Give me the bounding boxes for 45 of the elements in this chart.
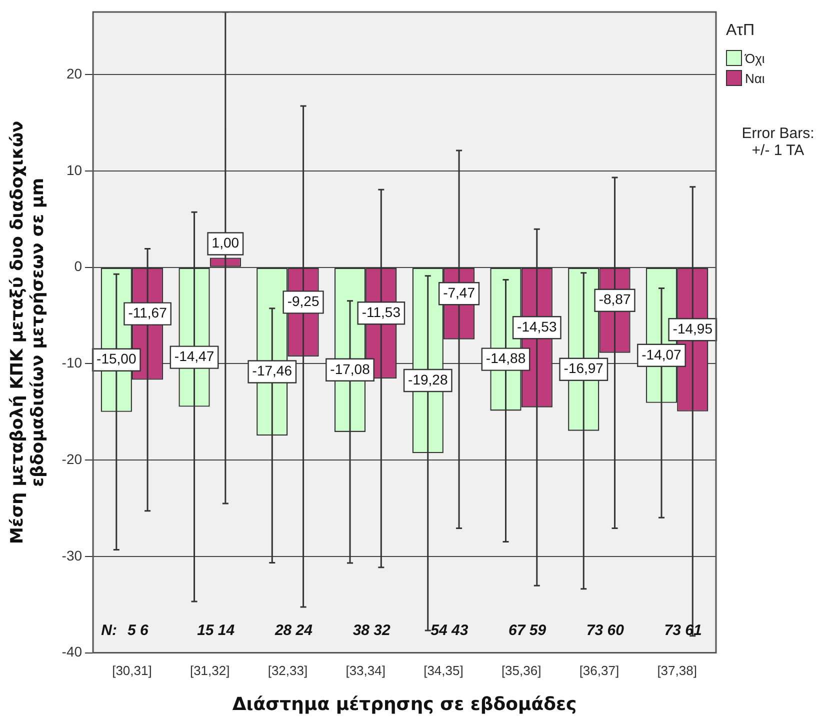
legend-label: Ναι xyxy=(745,70,765,86)
data-label: -14,53 xyxy=(517,318,557,334)
y-axis-title: Μέση μεταβολή ΚΠΚ μεταξύ δυο διαδοχικών εβδομαδιαίων μετρήσεων σε μm xyxy=(8,120,48,544)
data-label: 1,00 xyxy=(212,234,240,251)
y-tick-label: -30 xyxy=(62,547,82,564)
text: Error Bars: +/- 1 TA xyxy=(740,125,816,159)
x-tick-label: [31,32] xyxy=(190,663,230,678)
x-tick-label: [35,36] xyxy=(501,663,542,678)
x-tick-label: [33,34] xyxy=(346,663,386,678)
legend-label: Όχι xyxy=(745,50,765,66)
y-tick-label: -20 xyxy=(62,450,82,467)
data-label: -9,25 xyxy=(287,293,320,310)
annotation: 5 6 xyxy=(128,622,150,639)
annotation: 28 24 xyxy=(274,622,314,639)
data-label: -17,08 xyxy=(330,360,370,377)
data-label: -11,53 xyxy=(362,304,401,320)
legend-title: ΑτΠ xyxy=(726,22,756,40)
data-label: -7,47 xyxy=(443,284,476,300)
annotation: 38 32 xyxy=(352,622,392,639)
data-label: -14,07 xyxy=(642,346,682,362)
data-label: -11,67 xyxy=(128,304,168,321)
data-label: -14,88 xyxy=(486,350,526,366)
data-label: -14,95 xyxy=(672,320,713,336)
data-label: -8,87 xyxy=(598,291,631,308)
y-tick-label: 10 xyxy=(66,162,82,178)
x-tick-label: [32,33] xyxy=(268,663,308,678)
annotation: N: xyxy=(101,622,117,639)
y-tick-label: -10 xyxy=(62,354,82,371)
annotation: 67 59 xyxy=(508,622,547,639)
x-tick-label: [37,38] xyxy=(657,663,697,678)
y-tick-label: 0 xyxy=(74,258,82,274)
annotation: 15 14 xyxy=(197,622,236,639)
x-tick-label: [36,37] xyxy=(579,663,620,678)
data-label: -16,97 xyxy=(564,360,604,376)
y-tick-label: -40 xyxy=(62,644,82,660)
data-label: -17,46 xyxy=(252,362,292,379)
x-tick-label: [34,35] xyxy=(424,663,464,678)
data-label: -14,47 xyxy=(174,348,214,364)
x-axis-title: Διάστημα μέτρησης σε εβδομάδες xyxy=(232,694,577,715)
annotation: 54 43 xyxy=(430,622,469,639)
annotation: 73 60 xyxy=(586,622,625,639)
data-label: -19,28 xyxy=(408,371,448,388)
data-label: -15,00 xyxy=(96,350,136,367)
x-tick-label: [30,31] xyxy=(112,663,152,678)
y-tick-label: 20 xyxy=(66,65,82,82)
